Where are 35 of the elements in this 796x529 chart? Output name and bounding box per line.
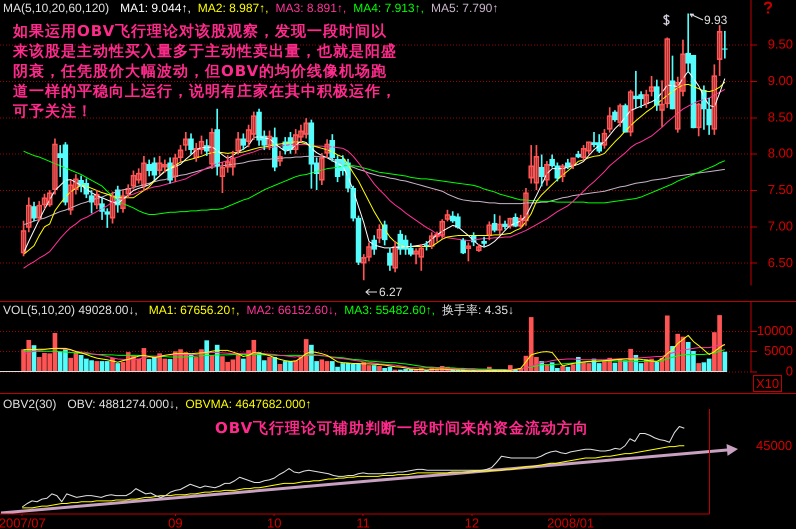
legend-title: VOL(5,10,20) 49028.00↓, <box>3 303 138 317</box>
x-tick-label: 09 <box>168 515 183 529</box>
annotation: 换手率: 4.35↓ <box>442 303 514 317</box>
x-tick-label: 11 <box>356 515 370 529</box>
annotation: 如果运用OBV飞行理论对该股观察，发现一段时间以来该股是主动性买入量多于主动性卖出量，也就是阳盛阴衰，任凭股价大幅波动，但OBV的均价线像机场跑道一样的平稳向上运行，说明有庄家在其中积极运作，可予关注！ <box>13 21 398 121</box>
y-tick-label: 8.50 <box>768 109 793 124</box>
y-axis-title: X10 <box>753 375 782 392</box>
annotation: 9.93 <box>704 13 728 27</box>
text: MA1: 9.044↑, <box>120 1 191 15</box>
text: MA4: 7.913↑, <box>353 1 424 15</box>
annotation: OBV飞行理论可辅助判断一段时间来的资金流动方向 <box>215 418 590 438</box>
text: MA2: 8.987↑, <box>198 1 269 15</box>
text: 45000 <box>756 438 792 453</box>
text: OBV: 4881274.000↓, <box>67 397 178 411</box>
y-tick-label: 9.50 <box>768 36 793 52</box>
y-tick-label: 7.50 <box>768 182 793 198</box>
x-tick-label: 2008/01 <box>547 515 594 529</box>
text: MA2: 66152.60↓, <box>246 303 338 317</box>
legend-title: MA(5,10,20,60,120) <box>3 1 110 15</box>
y-tick-label: 7.00 <box>768 218 793 234</box>
y-tick-label: 8.00 <box>768 146 793 161</box>
text: MA5: 7.790↑ <box>430 1 498 15</box>
y-tick-label: 9.00 <box>768 73 793 88</box>
text: MA3: 55482.60↑, <box>344 303 435 317</box>
y-tick-label: 0 <box>786 364 793 379</box>
text: MA1: 67656.20↑, <box>148 303 240 317</box>
text: MA3: 8.891↑, <box>276 1 346 15</box>
y-tick-label: 6.50 <box>768 254 793 270</box>
x-tick-label: 12 <box>464 515 480 529</box>
y-tick-label: 5000 <box>764 343 793 358</box>
text: OBVMA: 4647682.000↑ <box>185 397 312 411</box>
legend-title: OBV2(30) <box>3 397 56 411</box>
text: 6.27 <box>379 285 402 299</box>
x-tick-label: 10 <box>266 515 282 529</box>
y-tick-label: 10000 <box>756 322 793 338</box>
